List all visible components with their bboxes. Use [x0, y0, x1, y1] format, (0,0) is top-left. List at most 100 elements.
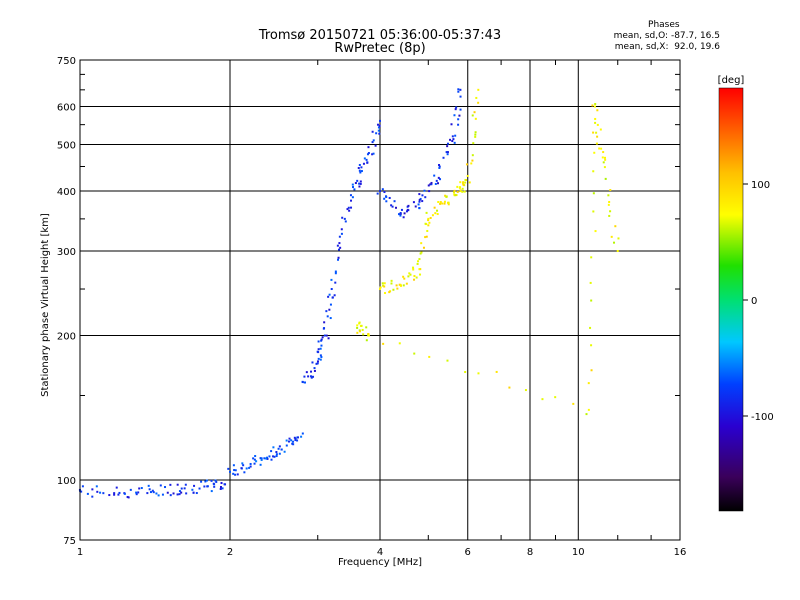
data-point — [603, 166, 606, 169]
data-point — [495, 370, 498, 373]
data-point — [383, 191, 386, 194]
data-point — [407, 275, 410, 278]
data-point — [135, 491, 138, 494]
data-point — [456, 190, 459, 193]
x-tick-label: 6 — [465, 547, 471, 558]
data-point — [293, 436, 296, 439]
data-point — [595, 131, 598, 134]
data-point — [330, 288, 333, 291]
data-point — [358, 182, 361, 185]
data-point — [317, 357, 320, 360]
data-point — [609, 210, 612, 213]
data-point — [608, 200, 611, 203]
data-point — [356, 179, 359, 182]
data-point — [205, 479, 208, 482]
data-point — [359, 180, 362, 183]
phase-stats-title: Phases — [648, 20, 680, 30]
data-point — [379, 119, 381, 122]
data-point — [206, 485, 209, 488]
data-point — [461, 190, 464, 193]
data-point — [458, 186, 461, 189]
data-point — [396, 287, 399, 290]
data-point — [457, 118, 460, 121]
data-point — [433, 174, 436, 177]
x-tick-label: 1 — [77, 547, 83, 558]
data-point — [400, 208, 403, 211]
data-point — [589, 281, 592, 284]
data-point — [608, 214, 611, 217]
data-point — [329, 317, 332, 320]
data-point — [407, 209, 410, 212]
data-point — [263, 457, 266, 460]
data-point — [425, 235, 428, 238]
data-point — [438, 165, 441, 168]
data-point — [272, 446, 275, 449]
data-point — [399, 212, 402, 215]
data-point — [424, 222, 427, 225]
data-point — [434, 212, 437, 215]
data-point — [234, 469, 237, 472]
data-point — [384, 292, 387, 295]
data-point — [292, 440, 295, 443]
data-point — [438, 166, 441, 169]
data-point — [371, 130, 374, 133]
data-point — [436, 182, 439, 185]
data-point — [155, 492, 158, 495]
data-point — [382, 284, 385, 287]
data-point — [243, 471, 246, 474]
data-point — [328, 293, 331, 296]
data-point — [210, 490, 213, 493]
data-point — [450, 123, 453, 126]
data-point — [338, 235, 341, 238]
data-point — [260, 458, 263, 461]
y-tick-label: 750 — [57, 56, 76, 67]
colorbar-tick-label: -100 — [751, 412, 774, 423]
data-point — [176, 493, 179, 496]
data-point — [390, 204, 393, 207]
data-point — [115, 486, 118, 489]
data-point — [477, 101, 480, 104]
data-point — [470, 162, 473, 165]
data-point — [473, 111, 476, 114]
data-point — [349, 194, 352, 197]
data-point — [340, 228, 343, 231]
data-point — [464, 371, 467, 374]
data-point — [442, 156, 445, 159]
data-point — [367, 152, 370, 155]
data-point — [336, 244, 339, 247]
data-point — [464, 178, 467, 181]
data-point — [426, 229, 429, 232]
colorbar-tick-label: 100 — [751, 180, 770, 191]
data-point — [169, 483, 172, 486]
data-point — [301, 432, 304, 435]
data-point — [358, 163, 361, 166]
data-point — [215, 480, 218, 483]
data-point — [203, 485, 206, 488]
data-point — [333, 294, 336, 297]
data-point — [417, 260, 420, 263]
data-point — [356, 324, 359, 327]
data-point — [461, 182, 464, 185]
data-point — [260, 457, 263, 460]
data-point — [472, 142, 475, 145]
data-point — [325, 334, 328, 337]
data-point — [382, 342, 385, 345]
data-point — [219, 487, 222, 490]
data-point — [412, 268, 415, 271]
data-point — [229, 470, 231, 473]
data-point — [102, 492, 105, 495]
data-point — [444, 194, 447, 197]
data-point — [376, 123, 379, 126]
data-point — [379, 286, 382, 289]
data-point — [220, 482, 223, 485]
data-point — [457, 88, 460, 91]
data-point — [592, 192, 595, 195]
data-point — [210, 479, 213, 482]
data-point — [454, 134, 457, 137]
data-point — [305, 371, 308, 374]
data-point — [320, 344, 323, 347]
data-point — [379, 190, 381, 193]
data-point — [214, 479, 217, 482]
data-point — [424, 236, 427, 239]
data-point — [385, 195, 388, 198]
